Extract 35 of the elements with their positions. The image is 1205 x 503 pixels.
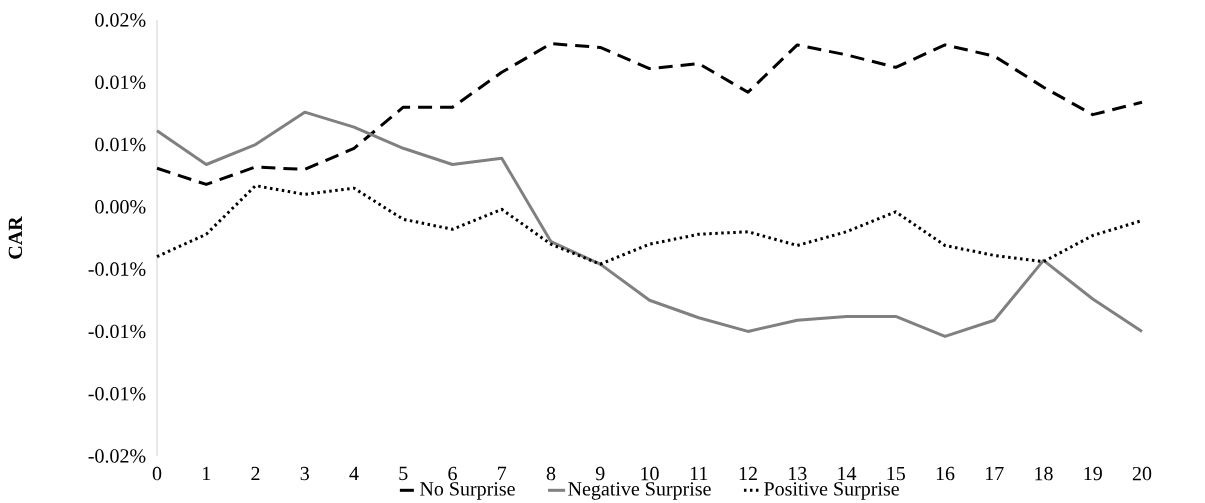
x-tick-label: 16 — [936, 466, 955, 481]
line-series — [155, 42, 1144, 186]
x-tick-label: 18 — [1035, 466, 1053, 481]
x-tick-label: 17 — [986, 466, 1004, 481]
x-tick-label: 1 — [203, 466, 211, 481]
x-tick-label: 9 — [595, 466, 605, 481]
x-tick-label: 10 — [641, 466, 659, 481]
x-tick-label: 11 — [690, 466, 708, 481]
y-tick-label: 0.02% — [95, 13, 146, 27]
y-tick-label: 0.01% — [95, 75, 146, 90]
x-tick-label: 12 — [739, 466, 757, 481]
y-tick-label: 0.00% — [95, 200, 146, 214]
y-axis-title: CAR — [8, 216, 23, 259]
legend-label: No Surprise — [420, 482, 515, 500]
legend-label: Negative Surprise — [568, 482, 711, 500]
y-tick-label: 0.01% — [95, 137, 146, 152]
x-tick-label: 15 — [887, 466, 905, 481]
x-tick-label: 4 — [349, 466, 359, 481]
y-tick-label: -0.02% — [88, 449, 146, 463]
x-tick-label: 14 — [838, 466, 857, 481]
x-tick-label: 20 — [1132, 466, 1152, 481]
x-tick-label: 6 — [448, 466, 457, 481]
line-series — [155, 110, 1144, 338]
x-tick-label: 2 — [251, 466, 260, 481]
x-tick-label: 5 — [399, 466, 408, 481]
x-tick-label: 0 — [152, 466, 162, 481]
x-tick-label: 13 — [789, 466, 807, 481]
y-tick-label: -0.01% — [88, 386, 146, 401]
x-tick-label: 3 — [300, 466, 309, 481]
x-tick-label: 7 — [498, 466, 507, 480]
x-tick-label: 19 — [1084, 466, 1102, 481]
y-tick-label: -0.01% — [88, 324, 146, 339]
legend-label: Positive Surprise — [764, 482, 899, 500]
y-tick-label: -0.01% — [88, 262, 146, 276]
x-tick-label: 8 — [546, 466, 556, 481]
